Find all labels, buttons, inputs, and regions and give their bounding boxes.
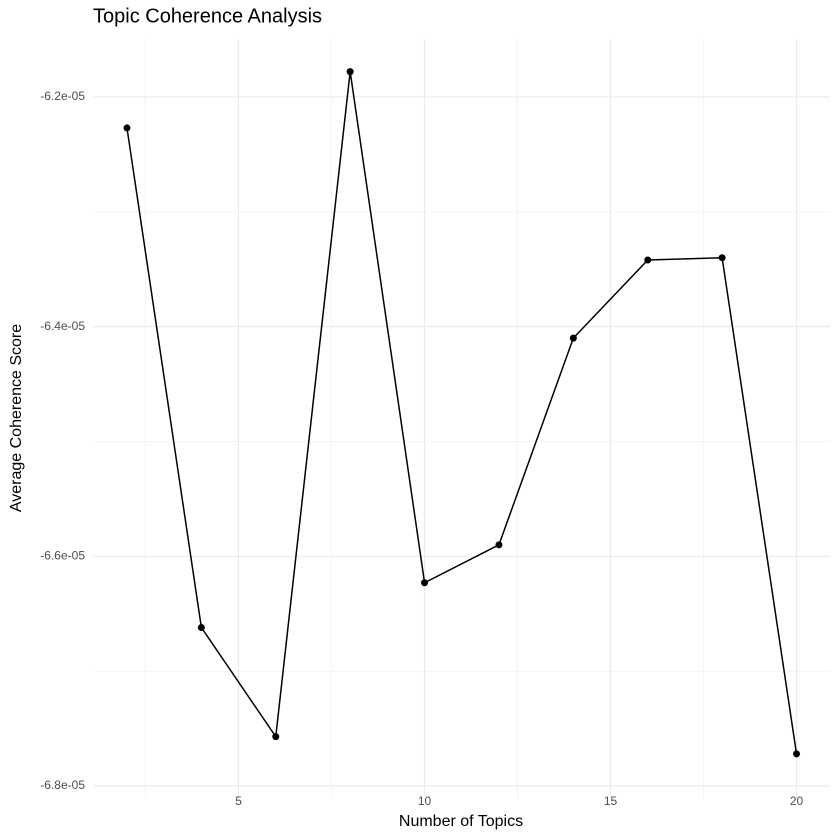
point bbox=[421, 579, 429, 587]
line bbox=[126, 71, 798, 754]
x-tick-label: 15 bbox=[604, 794, 618, 808]
point bbox=[718, 254, 726, 262]
point bbox=[793, 750, 801, 758]
point bbox=[644, 256, 652, 264]
point bbox=[569, 334, 577, 342]
x-tick-label: 10 bbox=[418, 794, 432, 808]
point bbox=[197, 624, 205, 632]
y-tick-label: -6.6e-05 bbox=[40, 548, 85, 562]
point bbox=[272, 733, 280, 741]
point bbox=[346, 68, 354, 76]
y-axis-title: Average Coherence Score bbox=[8, 324, 25, 512]
chart-title: Topic Coherence Analysis bbox=[93, 5, 322, 27]
point bbox=[123, 124, 131, 132]
y-tick-label: -6.4e-05 bbox=[40, 319, 85, 333]
y-tick-label: -6.8e-05 bbox=[40, 778, 85, 792]
point bbox=[495, 541, 503, 549]
y-tick-label: -6.2e-05 bbox=[40, 89, 85, 103]
x-axis-title: Number of Topics bbox=[399, 813, 523, 830]
x-tick-label: 5 bbox=[235, 794, 242, 808]
x-tick-label: 20 bbox=[790, 794, 804, 808]
